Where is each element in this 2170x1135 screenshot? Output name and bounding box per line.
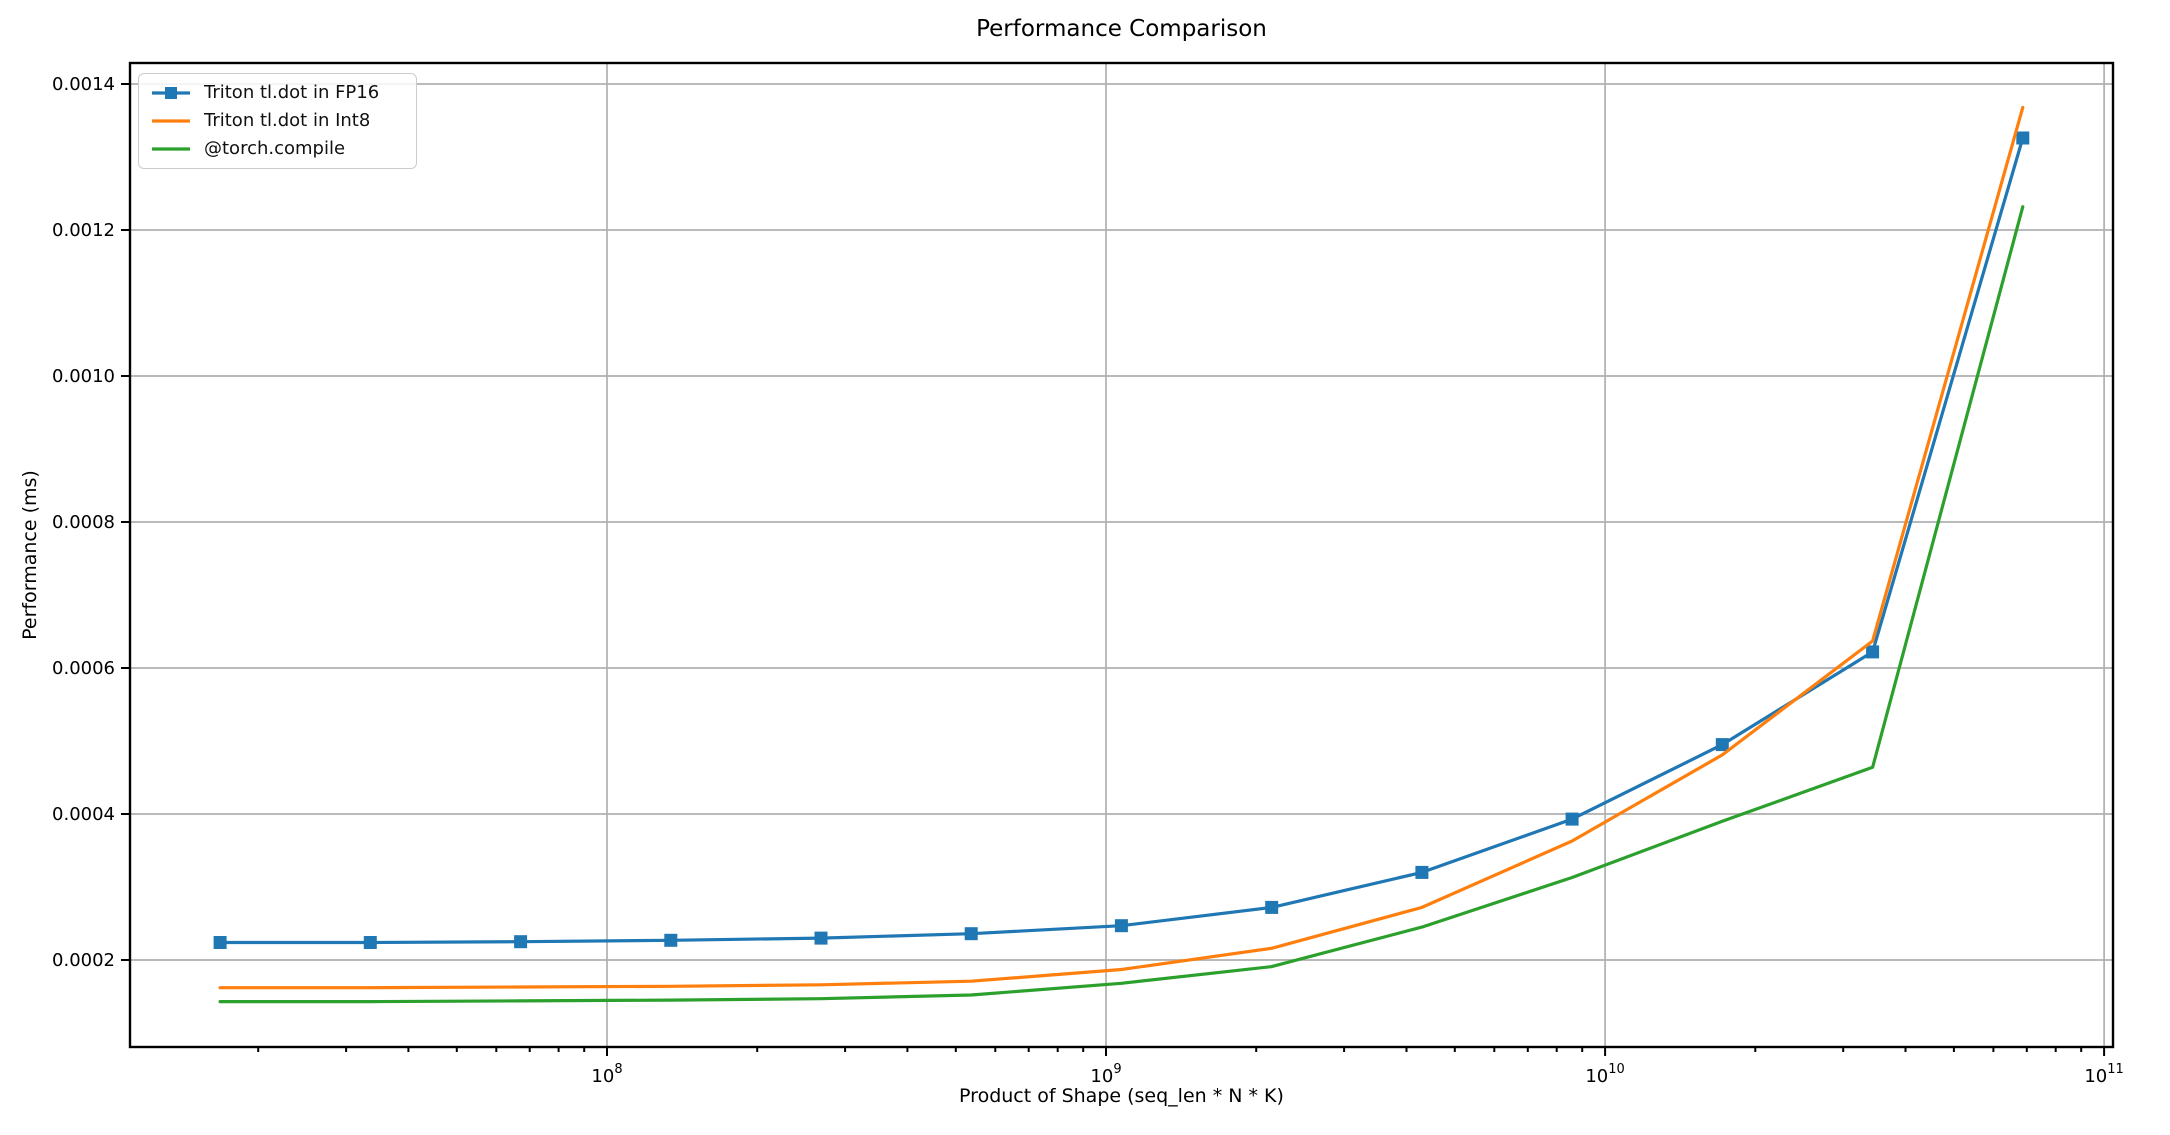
legend-label-0: Triton tl.dot in FP16: [204, 82, 380, 103]
legend-label-2: @torch.compile: [204, 138, 346, 159]
svg-text:0.0010: 0.0010: [52, 366, 115, 387]
legend-item-2: @torch.compile: [150, 140, 405, 158]
svg-text:1011: 1011: [2084, 1062, 2123, 1087]
svg-text:0.0004: 0.0004: [52, 804, 115, 825]
legend-line-sample-0: [152, 87, 190, 99]
x-axis-label: Product of Shape (seq_len * N * K): [959, 1085, 1284, 1107]
legend: Triton tl.dot in FP16 Triton tl.dot in In…: [138, 73, 417, 169]
legend-line-sample-1: [152, 119, 190, 123]
svg-text:0.0014: 0.0014: [52, 74, 115, 95]
chart-title: Performance Comparison: [976, 16, 1267, 42]
y-axis-label: Performance (ms): [19, 470, 41, 640]
legend-line-sample-2: [152, 147, 190, 151]
svg-text:1010: 1010: [1585, 1062, 1624, 1087]
svg-text:108: 108: [591, 1062, 622, 1087]
svg-text:109: 109: [1090, 1062, 1121, 1087]
svg-text:0.0002: 0.0002: [52, 950, 115, 971]
svg-text:0.0006: 0.0006: [52, 658, 115, 679]
svg-text:0.0012: 0.0012: [52, 220, 115, 241]
legend-item-1: Triton tl.dot in Int8: [150, 112, 405, 130]
svg-text:0.0008: 0.0008: [52, 512, 115, 533]
legend-label-1: Triton tl.dot in Int8: [204, 110, 371, 131]
legend-item-0: Triton tl.dot in FP16: [150, 84, 405, 102]
